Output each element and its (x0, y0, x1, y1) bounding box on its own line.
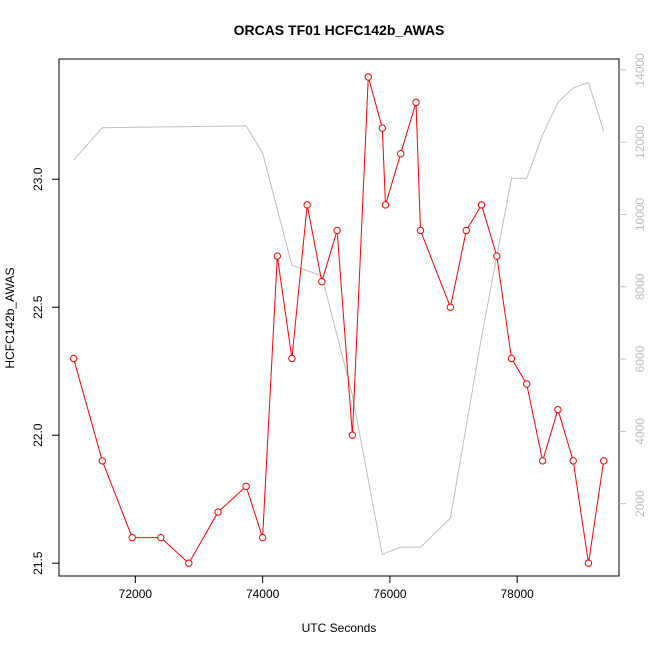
data-point (242, 482, 250, 491)
y-axis-label: HCFC142b_AWAS (3, 267, 17, 368)
y2-tick-label: 6000 (633, 345, 647, 372)
data-point (364, 73, 372, 81)
data-point (318, 277, 326, 286)
y2-tick-label: 8000 (633, 273, 647, 300)
y2-tick-label: 14000 (633, 53, 647, 87)
data-point (185, 559, 193, 567)
data-point (378, 124, 386, 132)
y2-tick-label: 4000 (633, 418, 647, 445)
data-point (462, 226, 470, 235)
data-point (333, 226, 341, 235)
y-tick-label: 23.0 (31, 167, 45, 191)
data-point (303, 201, 311, 209)
y-tick-label: 21.5 (31, 551, 45, 575)
data-point (214, 508, 222, 516)
data-point (493, 252, 501, 260)
data-point (69, 354, 78, 363)
data-point (397, 149, 405, 158)
y-tick-label: 22.5 (31, 295, 45, 319)
data-point (258, 533, 267, 542)
data-point (523, 380, 531, 388)
x-axis-label: UTC Seconds (302, 621, 377, 635)
y-axis-left: 21.5 22.0 22.5 23.0 (31, 167, 59, 575)
data-point (554, 405, 562, 414)
data-point (600, 457, 608, 465)
y-tick-label: 22.0 (31, 423, 45, 447)
secondary-series-line (73, 81, 605, 555)
y2-tick-label: 2000 (633, 490, 647, 517)
data-point (584, 559, 593, 567)
x-tick-label: 76000 (373, 587, 407, 601)
data-point (98, 457, 106, 465)
series-layer (69, 73, 608, 567)
data-point (569, 457, 577, 465)
data-point (273, 252, 281, 260)
x-axis: 72000 74000 76000 78000 (119, 576, 534, 601)
data-point (416, 226, 425, 235)
y2-tick-label: 12000 (633, 125, 647, 159)
data-point (128, 533, 136, 542)
y2-tick-label: 10000 (633, 197, 647, 231)
data-point (412, 98, 420, 107)
data-point (538, 457, 547, 465)
x-tick-label: 74000 (246, 587, 280, 601)
data-point (446, 303, 455, 311)
data-point (288, 354, 296, 363)
x-tick-label: 72000 (119, 587, 153, 601)
data-point (157, 533, 165, 542)
y-axis-right: 2000 4000 6000 8000 10000 12000 14000 (619, 53, 647, 517)
data-point (348, 431, 357, 439)
data-point (477, 201, 486, 209)
chart-title: ORCAS TF01 HCFC142b_AWAS (234, 22, 445, 38)
plot-frame (58, 58, 620, 577)
data-point (381, 201, 390, 209)
data-point (507, 354, 516, 363)
x-tick-label: 78000 (500, 587, 534, 601)
